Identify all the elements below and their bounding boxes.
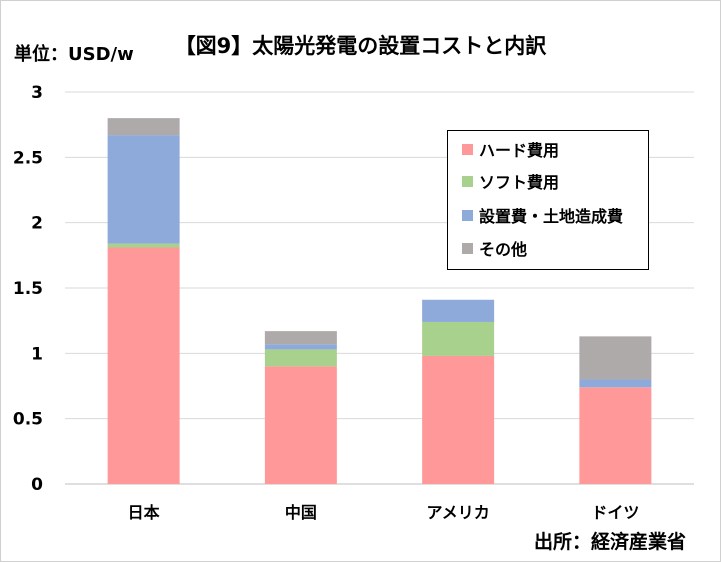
category-labels: 日本 中国 アメリカ ドイツ: [128, 503, 640, 522]
bar-2-series-1: [422, 321, 495, 356]
y-tick-label-3: 1.5: [13, 279, 43, 299]
category-label-3: ドイツ: [591, 503, 639, 522]
y-tick-label-2: 1: [31, 344, 43, 364]
y-tick-label-0: 0: [31, 475, 43, 495]
category-label-0: 日本: [128, 503, 160, 522]
bar-0-series-3: [107, 118, 180, 136]
category-label-1: 中国: [285, 503, 317, 522]
bar-3-series-3: [579, 336, 652, 380]
y-tick-label-4: 2: [31, 214, 43, 234]
legend-item-hard: ハード費用: [462, 139, 560, 160]
legend-label-hard: ハード費用: [479, 141, 560, 160]
bar-0-series-2: [107, 135, 180, 244]
y-tick-label-6: 3: [31, 83, 43, 103]
bar-3-series-2: [579, 379, 652, 388]
legend: ハード費用 ソフト費用 設置費・土地造成費 その他: [447, 130, 649, 270]
legend-swatch-install: [462, 209, 473, 221]
y-tick-label-5: 2.5: [13, 148, 43, 168]
legend-item-soft: ソフト費用: [462, 171, 560, 192]
bar-3-series-0: [579, 387, 652, 484]
bar-2-series-0: [422, 355, 495, 484]
legend-label-soft: ソフト費用: [479, 173, 560, 192]
bar-0-series-1: [107, 243, 180, 248]
bar-1-series-2: [264, 344, 337, 350]
legend-swatch-other: [462, 242, 473, 254]
category-label-2: アメリカ: [427, 503, 490, 522]
legend-item-install: 設置費・土地造成費: [462, 205, 624, 226]
legend-swatch-hard: [462, 143, 473, 155]
bar-1-series-3: [264, 331, 337, 345]
legend-swatch-soft: [462, 175, 473, 187]
bar-2-series-2: [422, 299, 495, 322]
y-tick-label-1: 0.5: [13, 410, 43, 430]
bar-1-series-0: [264, 366, 337, 484]
chart-title: 【図9】太陽光発電の設置コストと内訳: [174, 34, 547, 58]
source-note: 出所：経済産業省: [533, 531, 686, 553]
bar-1-series-1: [264, 349, 337, 367]
bars: [107, 118, 652, 484]
y-tick-labels: 0 0.5 1 1.5 2 2.5 3: [13, 83, 43, 495]
unit-label: 単位：USD/w: [14, 44, 134, 65]
legend-label-other: その他: [479, 240, 528, 259]
legend-label-install: 設置費・土地造成費: [479, 207, 624, 226]
legend-item-other: その他: [462, 238, 528, 259]
bar-0-series-0: [107, 247, 180, 484]
